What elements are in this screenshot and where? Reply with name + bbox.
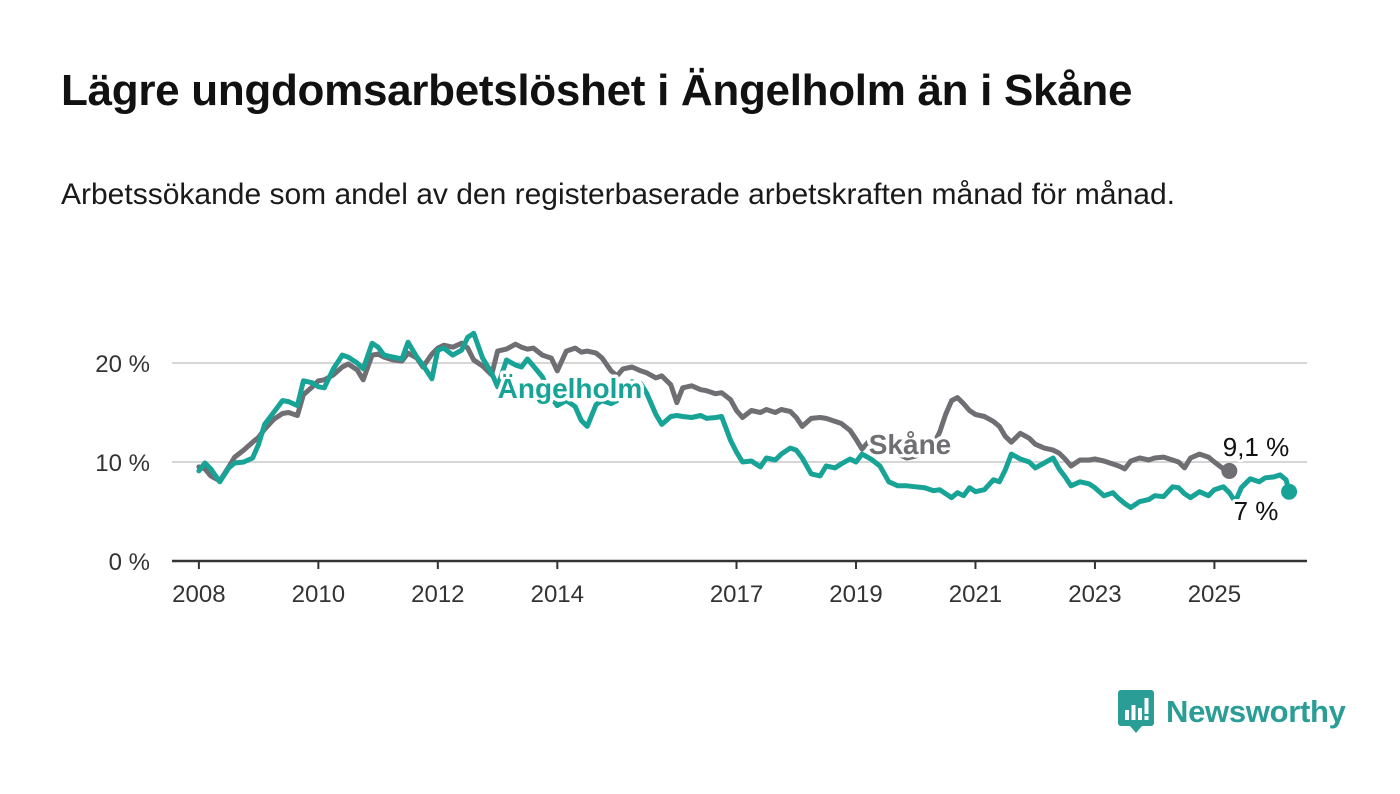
x-tick-label: 2019 <box>829 581 882 608</box>
x-tick-label: 2023 <box>1068 581 1121 608</box>
y-tick-label: 0 % <box>109 549 150 576</box>
end-value-label-angelholm: 7 % <box>1234 496 1279 526</box>
end-value-label-skane: 9,1 % <box>1223 432 1290 462</box>
chart-subtitle: Arbetssökande som andel av den registerb… <box>61 178 1175 211</box>
series-line-angelholm <box>196 330 1292 510</box>
y-tick-label: 20 % <box>95 351 150 378</box>
x-tick-label: 2025 <box>1188 581 1241 608</box>
x-tick-label: 2012 <box>411 581 464 608</box>
series-line-skane <box>196 340 1232 484</box>
x-tick-label: 2017 <box>710 581 763 608</box>
series-label-angelholm: Ängelholm <box>498 373 643 404</box>
end-point-angelholm <box>1281 483 1298 500</box>
chart-title: Lägre ungdomsarbetslöshet i Ängelholm än… <box>61 66 1133 115</box>
x-tick-label: 2008 <box>172 581 225 608</box>
series-label-skane: Skåne <box>869 429 952 460</box>
x-tick-label: 2010 <box>292 581 345 608</box>
bar-chart-speech-bubble-icon <box>1118 690 1154 733</box>
x-tick-label: 2021 <box>949 581 1002 608</box>
y-tick-label: 10 % <box>95 450 150 477</box>
end-point-skane <box>1221 462 1238 479</box>
brand-name: Newsworthy <box>1166 694 1346 729</box>
x-tick-label: 2014 <box>531 581 584 608</box>
newsworthy-logo: Newsworthy <box>1118 690 1346 734</box>
